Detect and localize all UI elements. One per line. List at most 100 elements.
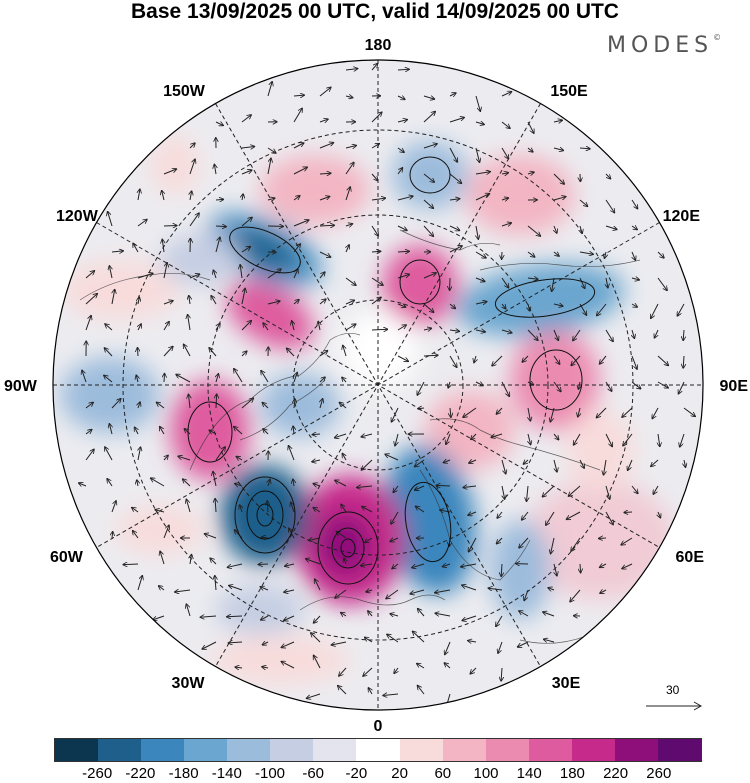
wind-arrow xyxy=(155,510,165,512)
wind-arrow xyxy=(190,191,192,201)
lon-label-30w: 30W xyxy=(172,675,206,692)
wind-arrow xyxy=(312,434,321,435)
wind-arrow xyxy=(544,639,555,642)
wind-arrow xyxy=(386,589,399,599)
wind-arrow xyxy=(605,251,607,258)
wind-arrow xyxy=(397,120,407,122)
wind-arrow xyxy=(160,551,165,565)
wind-arrow xyxy=(449,118,464,123)
wind-arrow xyxy=(605,381,612,391)
wind-arrow xyxy=(527,148,533,152)
wind-arrow xyxy=(423,144,437,149)
wind-arrow xyxy=(159,586,165,590)
wind-arrow xyxy=(163,169,176,175)
wind-arrow xyxy=(397,251,409,252)
wind-arrow xyxy=(85,430,92,435)
wind-arrow xyxy=(393,485,399,492)
wind-arrow xyxy=(578,381,580,389)
wind-arrow xyxy=(189,395,191,409)
wind-arrow xyxy=(314,656,321,669)
wind-arrow xyxy=(366,590,373,592)
wind-arrow xyxy=(345,146,356,149)
chart-title: Base 13/09/2025 00 UTC, valid 14/09/2025… xyxy=(131,0,619,23)
wind-arrow xyxy=(111,399,121,409)
wind-arrow xyxy=(345,187,350,201)
wind-arrow xyxy=(580,225,582,233)
wind-arrow xyxy=(606,277,608,288)
wind-arrow xyxy=(450,407,451,417)
wind-arrow xyxy=(599,538,607,539)
wind-arrow xyxy=(449,303,455,309)
wind-arrow xyxy=(289,446,295,461)
wind-arrow xyxy=(138,447,141,461)
brand-name: MODES xyxy=(607,33,714,58)
wind-arrow xyxy=(335,480,347,487)
wind-arrow xyxy=(371,251,381,252)
wind-arrow xyxy=(501,121,510,128)
wind-arrow xyxy=(211,296,217,305)
wind-arrow xyxy=(475,302,487,304)
wind-arrow xyxy=(319,225,334,226)
wind-arrow xyxy=(229,586,243,591)
wind-arrow xyxy=(423,328,431,330)
colorbar-swatch xyxy=(270,739,314,761)
wind-arrow xyxy=(85,316,91,331)
wind-arrow xyxy=(263,429,269,435)
wind-arrow xyxy=(313,484,321,486)
wind-arrow xyxy=(553,304,563,306)
wind-arrow xyxy=(314,615,321,623)
wind-arrow xyxy=(284,615,295,621)
wind-arrow xyxy=(501,223,511,226)
wind-arrow xyxy=(209,430,217,434)
wind-arrow xyxy=(293,108,302,123)
wind-arrow xyxy=(680,433,685,447)
wind-arrow xyxy=(501,667,502,681)
wind-arrow xyxy=(262,537,269,538)
wind-arrow xyxy=(604,459,607,475)
wind-arrow xyxy=(449,330,459,331)
wind-arrow xyxy=(623,433,633,446)
wind-arrow xyxy=(284,590,295,592)
wind-arrow xyxy=(397,69,409,70)
wind-arrow xyxy=(294,373,297,383)
wind-arrow xyxy=(415,459,425,467)
wind-arrow xyxy=(189,213,199,227)
wind-arrow xyxy=(293,220,309,227)
wind-arrow xyxy=(463,486,477,488)
wind-arrow xyxy=(417,381,425,395)
wind-arrow xyxy=(605,199,614,213)
wind-arrow xyxy=(229,642,243,643)
wind-arrow xyxy=(684,459,686,467)
wind-arrow xyxy=(622,563,633,569)
wind-arrow xyxy=(449,225,460,230)
colorbar-label: 180 xyxy=(559,765,585,782)
wind-arrow xyxy=(410,589,425,594)
wind-arrow xyxy=(267,198,275,200)
colorbar-label: 260 xyxy=(646,765,672,782)
wind-arrow xyxy=(123,564,139,565)
wind-arrow xyxy=(392,563,399,569)
wind-arrow xyxy=(371,329,387,330)
wind-arrow xyxy=(183,479,191,487)
wind-arrow xyxy=(605,485,610,499)
wind-arrow xyxy=(621,537,633,545)
wind-arrow xyxy=(309,538,321,540)
wind-arrow xyxy=(423,96,434,99)
wind-arrow xyxy=(335,589,347,598)
wind-arrow xyxy=(605,173,611,179)
wind-arrow xyxy=(105,348,113,357)
wind-arrow xyxy=(445,641,451,654)
wind-arrow xyxy=(527,329,538,340)
wind-arrow xyxy=(492,355,503,366)
wind-arrow xyxy=(605,433,612,446)
wind-arrow xyxy=(189,143,195,149)
wind-arrow xyxy=(416,506,425,513)
wind-arrow xyxy=(658,511,660,518)
wind-arrow xyxy=(236,457,243,460)
map-border xyxy=(52,59,704,711)
wind-arrow xyxy=(605,329,613,341)
wind-arrow xyxy=(267,158,271,175)
wind-arrow xyxy=(209,348,217,357)
wind-arrow xyxy=(553,120,562,122)
wind-arrow xyxy=(293,426,294,435)
